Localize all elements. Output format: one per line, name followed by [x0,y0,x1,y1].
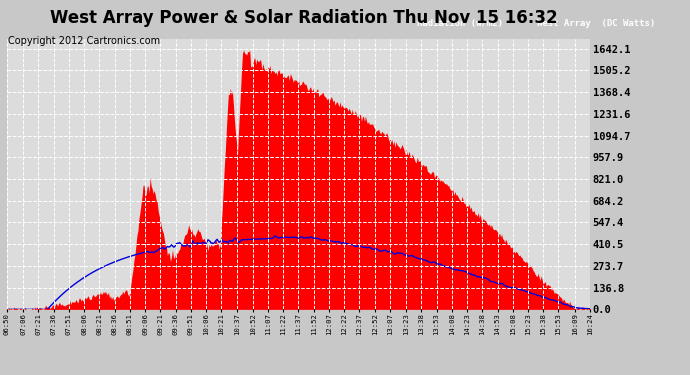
Text: Copyright 2012 Cartronics.com: Copyright 2012 Cartronics.com [8,36,160,46]
Text: West Array  (DC Watts): West Array (DC Watts) [537,19,656,28]
Text: Radiation (w/m2): Radiation (w/m2) [417,19,502,28]
Text: West Array Power & Solar Radiation Thu Nov 15 16:32: West Array Power & Solar Radiation Thu N… [50,9,558,27]
